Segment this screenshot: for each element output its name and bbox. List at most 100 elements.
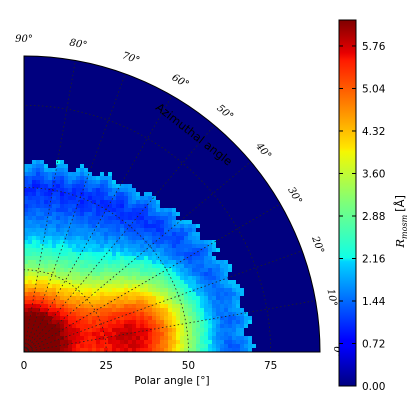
heat-cell <box>164 256 169 261</box>
heat-cell <box>144 308 149 313</box>
heat-cell <box>312 348 317 352</box>
heat-cell <box>180 208 185 213</box>
heat-cell <box>164 176 169 181</box>
heat-cell <box>160 180 165 185</box>
heat-cell <box>188 292 193 297</box>
heat-cell <box>32 344 37 349</box>
heat-cell <box>76 104 81 109</box>
heat-cell <box>48 308 53 313</box>
heat-cell <box>212 248 217 253</box>
heat-cell <box>44 340 49 345</box>
heat-cell <box>176 308 181 313</box>
heat-cell <box>32 240 37 245</box>
heat-cell <box>144 204 149 209</box>
heat-cell <box>92 220 97 225</box>
heat-cell <box>240 232 245 237</box>
heat-cell <box>132 72 137 77</box>
heat-cell <box>224 144 229 149</box>
heat-cell <box>172 308 177 313</box>
heat-cell <box>172 152 177 157</box>
heat-cell <box>40 276 45 281</box>
heat-cell <box>92 280 97 285</box>
heat-cell <box>72 248 77 253</box>
heat-cell <box>116 172 121 177</box>
heat-cell <box>244 284 249 289</box>
heat-cell <box>232 324 237 329</box>
heat-cell <box>100 276 105 281</box>
heat-cell <box>112 192 117 197</box>
heat-cell <box>144 120 149 125</box>
heat-cell <box>240 260 245 265</box>
heat-cell <box>96 176 101 181</box>
heat-cell <box>312 312 317 317</box>
heat-cell <box>100 164 105 169</box>
heat-cell <box>116 160 121 165</box>
heat-cell <box>148 128 153 133</box>
heat-cell <box>72 104 77 109</box>
heat-cell <box>64 348 69 352</box>
heat-cell <box>52 296 57 301</box>
heat-cell <box>108 104 113 109</box>
heat-cell <box>240 244 245 249</box>
heat-cell <box>296 316 301 321</box>
heat-cell <box>200 160 205 165</box>
heat-cell <box>160 304 165 309</box>
heat-cell <box>136 316 141 321</box>
heat-cell <box>84 340 89 345</box>
heat-cell <box>212 168 217 173</box>
heat-cell <box>128 284 133 289</box>
heat-cell <box>64 308 69 313</box>
heat-cell <box>252 280 257 285</box>
heat-cell <box>116 92 121 97</box>
heat-cell <box>184 176 189 181</box>
heat-cell <box>228 304 233 309</box>
heat-cell <box>68 244 73 249</box>
heat-cell <box>148 260 153 265</box>
heat-cell <box>64 144 69 149</box>
heat-cell <box>112 96 117 101</box>
heat-cell <box>248 296 253 301</box>
heat-cell <box>124 128 129 133</box>
heat-cell <box>176 188 181 193</box>
heat-cell <box>224 320 229 325</box>
heat-cell <box>204 340 209 345</box>
heat-cell <box>248 212 253 217</box>
heat-cell <box>236 244 241 249</box>
heat-cell <box>228 288 233 293</box>
heat-cell <box>128 312 133 317</box>
heat-cell <box>240 204 245 209</box>
heat-cell <box>64 256 69 261</box>
heat-cell <box>280 256 285 261</box>
heat-cell <box>212 240 217 245</box>
heat-cell <box>232 252 237 257</box>
heat-cell <box>108 348 113 352</box>
heat-cell <box>28 276 33 281</box>
heat-cell <box>132 176 137 181</box>
heat-cell <box>144 344 149 349</box>
heat-cell <box>248 308 253 313</box>
heat-cell <box>300 272 305 277</box>
heat-cell <box>216 196 221 201</box>
heat-cell <box>120 292 125 297</box>
heat-cell <box>136 348 141 352</box>
heat-cell <box>108 260 113 265</box>
heat-cell <box>216 236 221 241</box>
heat-cell <box>56 172 61 177</box>
heat-cell <box>72 348 77 352</box>
heat-cell <box>60 124 65 129</box>
heat-cell <box>96 196 101 201</box>
heat-cell <box>76 128 81 133</box>
heat-cell <box>304 248 309 253</box>
heat-cell <box>64 252 69 257</box>
heat-cell <box>24 216 29 221</box>
heat-cell <box>188 276 193 281</box>
heat-cell <box>76 320 81 325</box>
heat-cell <box>224 196 229 201</box>
heat-cell <box>28 112 33 117</box>
heat-cell <box>300 340 305 345</box>
heat-cell <box>288 248 293 253</box>
heat-cell <box>176 272 181 277</box>
heat-cell <box>128 260 133 265</box>
heat-cell <box>204 136 209 141</box>
heat-cell <box>108 272 113 277</box>
